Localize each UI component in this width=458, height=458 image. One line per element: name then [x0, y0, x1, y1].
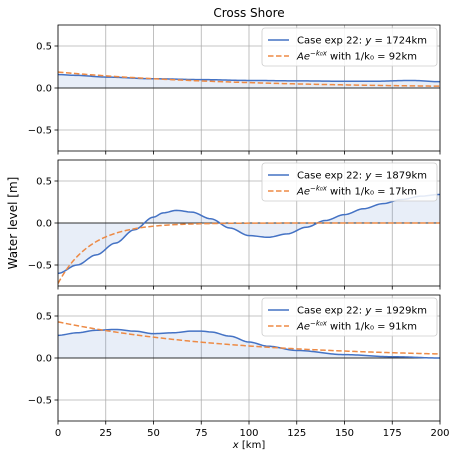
case-series-line	[58, 328, 440, 359]
panel-2: −0.5 0.0 0.5 Case exp 22: y = 1879km Ae−k₀x …	[28, 159, 441, 290]
y-tick-label: 0.0	[36, 84, 52, 95]
x-tick-label: 75	[195, 428, 208, 439]
x-tick-label: 0	[55, 428, 61, 439]
x-tick-label: 25	[99, 428, 112, 439]
x-axis-label-var: x	[232, 440, 239, 451]
y-tick-label: 0.5	[36, 177, 52, 188]
x-tick-label: 175	[383, 428, 402, 439]
legend: Case exp 22: y = 1879km Ae−k₀x with 1/k₀ …	[261, 162, 438, 202]
y-tick-label: −0.5	[28, 396, 52, 407]
case-series-line	[58, 193, 440, 275]
x-tick-label: 125	[287, 428, 306, 439]
x-axis-label: x [km]	[232, 440, 266, 451]
legend-entry-case: Case exp 22: y = 1724km	[297, 36, 427, 47]
y-tick-label: 0.5	[36, 42, 52, 53]
legend-entry-case: Case exp 22: y = 1929km	[297, 306, 427, 317]
legend-box	[261, 297, 438, 337]
legend-entry-fit: Ae−k₀x with 1/k₀ = 91km	[296, 320, 417, 333]
panel-1: −0.5 0.0 0.5 Case exp 22: y = 1724km Ae−k₀x …	[28, 24, 441, 155]
y-tick-label: 0.5	[36, 312, 52, 323]
panel-3: −0.5 0.0 0.5 0 25 50 75 100 125 150 175 200 Case exp…	[28, 294, 450, 439]
x-tick-label: 150	[335, 428, 354, 439]
y-axis-label: Water level [m]	[6, 177, 20, 270]
y-tick-label: −0.5	[28, 126, 52, 137]
x-axis-label-unit: [km]	[239, 440, 266, 451]
case-fill-area	[58, 74, 440, 88]
case-fill-area	[58, 194, 440, 274]
legend-entry-fit: Ae−k₀x with 1/k₀ = 17km	[296, 185, 417, 198]
legend-box	[261, 162, 438, 202]
y-tick-label: 0.0	[36, 219, 52, 230]
fit-series-line	[58, 222, 440, 284]
y-tick-label: 0.0	[36, 354, 52, 365]
y-tick-label: −0.5	[28, 261, 52, 272]
legend: Case exp 22: y = 1724km Ae−k₀x with 1/k₀ …	[261, 27, 438, 67]
x-tick-label: 200	[430, 428, 449, 439]
legend-entry-fit: Ae−k₀x with 1/k₀ = 92km	[296, 50, 417, 63]
legend-entry-case: Case exp 22: y = 1879km	[297, 171, 427, 182]
case-series-line	[58, 73, 440, 83]
fit-series-line	[58, 321, 440, 355]
x-tick-label: 100	[239, 428, 258, 439]
legend-box	[261, 27, 438, 67]
legend: Case exp 22: y = 1929km Ae−k₀x with 1/k₀ …	[261, 297, 438, 337]
x-tick-label: 50	[147, 428, 160, 439]
chart-title: Cross Shore	[213, 6, 284, 20]
